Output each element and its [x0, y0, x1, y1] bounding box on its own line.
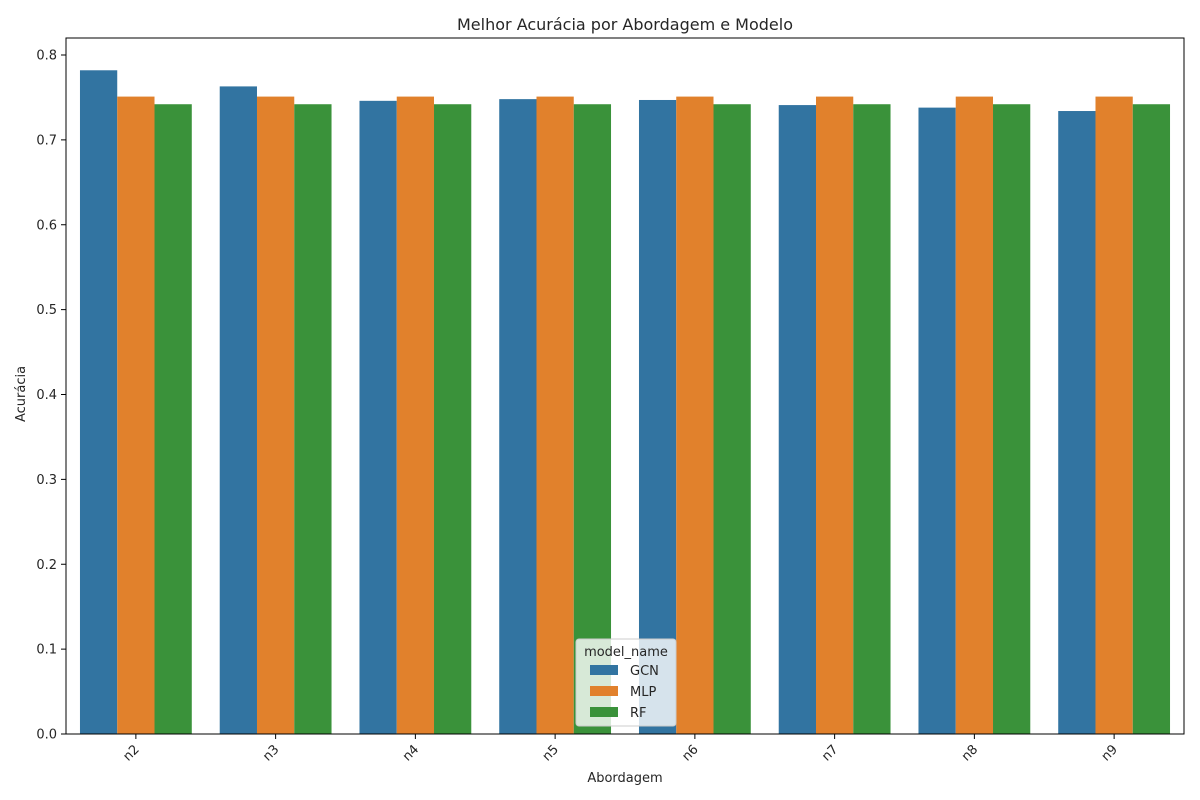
- bar-gcn-n5: [499, 99, 537, 734]
- bar-rf-n5: [573, 104, 612, 735]
- legend-swatch-rf: [590, 707, 618, 717]
- bar-mlp-n2: [117, 96, 155, 735]
- legend-title: model_name: [584, 645, 668, 660]
- plot-frame: [65, 37, 1185, 735]
- x-tick-label: n5: [540, 742, 562, 764]
- bar-rf-n3: [294, 104, 332, 735]
- y-tick-label: 0.0: [36, 728, 57, 743]
- legend: model_name GCN MLP RF: [575, 638, 677, 727]
- bar-mlp-n4: [396, 96, 435, 735]
- legend-box: [575, 638, 677, 727]
- x-tick-label: n7: [819, 742, 841, 764]
- y-tick-label: 0.8: [36, 49, 57, 64]
- y-tick-label: 0.1: [36, 643, 57, 658]
- y-tick-label: 0.2: [36, 558, 57, 573]
- x-tick-label: n9: [1099, 742, 1121, 764]
- bar-gcn-n2: [79, 70, 118, 734]
- x-tick-label: n2: [120, 742, 142, 764]
- bar-mlp-n6: [676, 96, 714, 735]
- x-tick-label: n4: [400, 742, 422, 764]
- bar-gcn-n6: [638, 99, 677, 735]
- bar-gcn-n9: [1058, 111, 1096, 734]
- legend-label-mlp: MLP: [630, 685, 656, 700]
- y-axis-label: Acurácia: [14, 366, 29, 422]
- x-axis-label: Abordagem: [587, 771, 662, 786]
- bar-gcn-n7: [778, 105, 816, 734]
- bar-rf-n6: [713, 104, 751, 735]
- y-tick-label: 0.5: [36, 303, 57, 318]
- bar-mlp-n5: [536, 96, 574, 735]
- bar-mlp-n3: [256, 96, 295, 735]
- x-axis: n2 n3 n4 n5 n6 n7 n8 n9: [120, 734, 1121, 765]
- bar-rf-n9: [1132, 104, 1171, 735]
- x-tick-label: n8: [959, 742, 981, 764]
- bar-mlp-n8: [955, 96, 994, 735]
- legend-swatch-gcn: [590, 665, 618, 675]
- bar-rf-n8: [993, 104, 1031, 735]
- y-tick-label: 0.4: [36, 388, 57, 403]
- bar-rf-n4: [434, 104, 472, 735]
- bar-rf-n7: [853, 104, 891, 735]
- bar-mlp-n7: [815, 96, 854, 735]
- chart-title: Melhor Acurácia por Abordagem e Modelo: [457, 15, 793, 34]
- bar-gcn-n3: [219, 86, 257, 734]
- y-tick-label: 0.3: [36, 473, 57, 488]
- bar-rf-n2: [154, 104, 192, 735]
- legend-swatch-mlp: [590, 686, 618, 696]
- bar-gcn-n8: [918, 107, 956, 735]
- plot-area: [65, 37, 1185, 735]
- legend-label-rf: RF: [630, 706, 647, 721]
- y-tick-label: 0.7: [36, 133, 57, 148]
- x-tick-label: n3: [260, 742, 282, 764]
- x-tick-label: n6: [679, 742, 701, 764]
- bar-mlp-n9: [1095, 96, 1133, 735]
- y-tick-label: 0.6: [36, 218, 57, 233]
- legend-label-gcn: GCN: [630, 664, 659, 679]
- y-axis: 0.0 0.1 0.2 0.3 0.4 0.5 0.6 0.7 0.8: [36, 49, 66, 743]
- bar-gcn-n4: [359, 100, 397, 734]
